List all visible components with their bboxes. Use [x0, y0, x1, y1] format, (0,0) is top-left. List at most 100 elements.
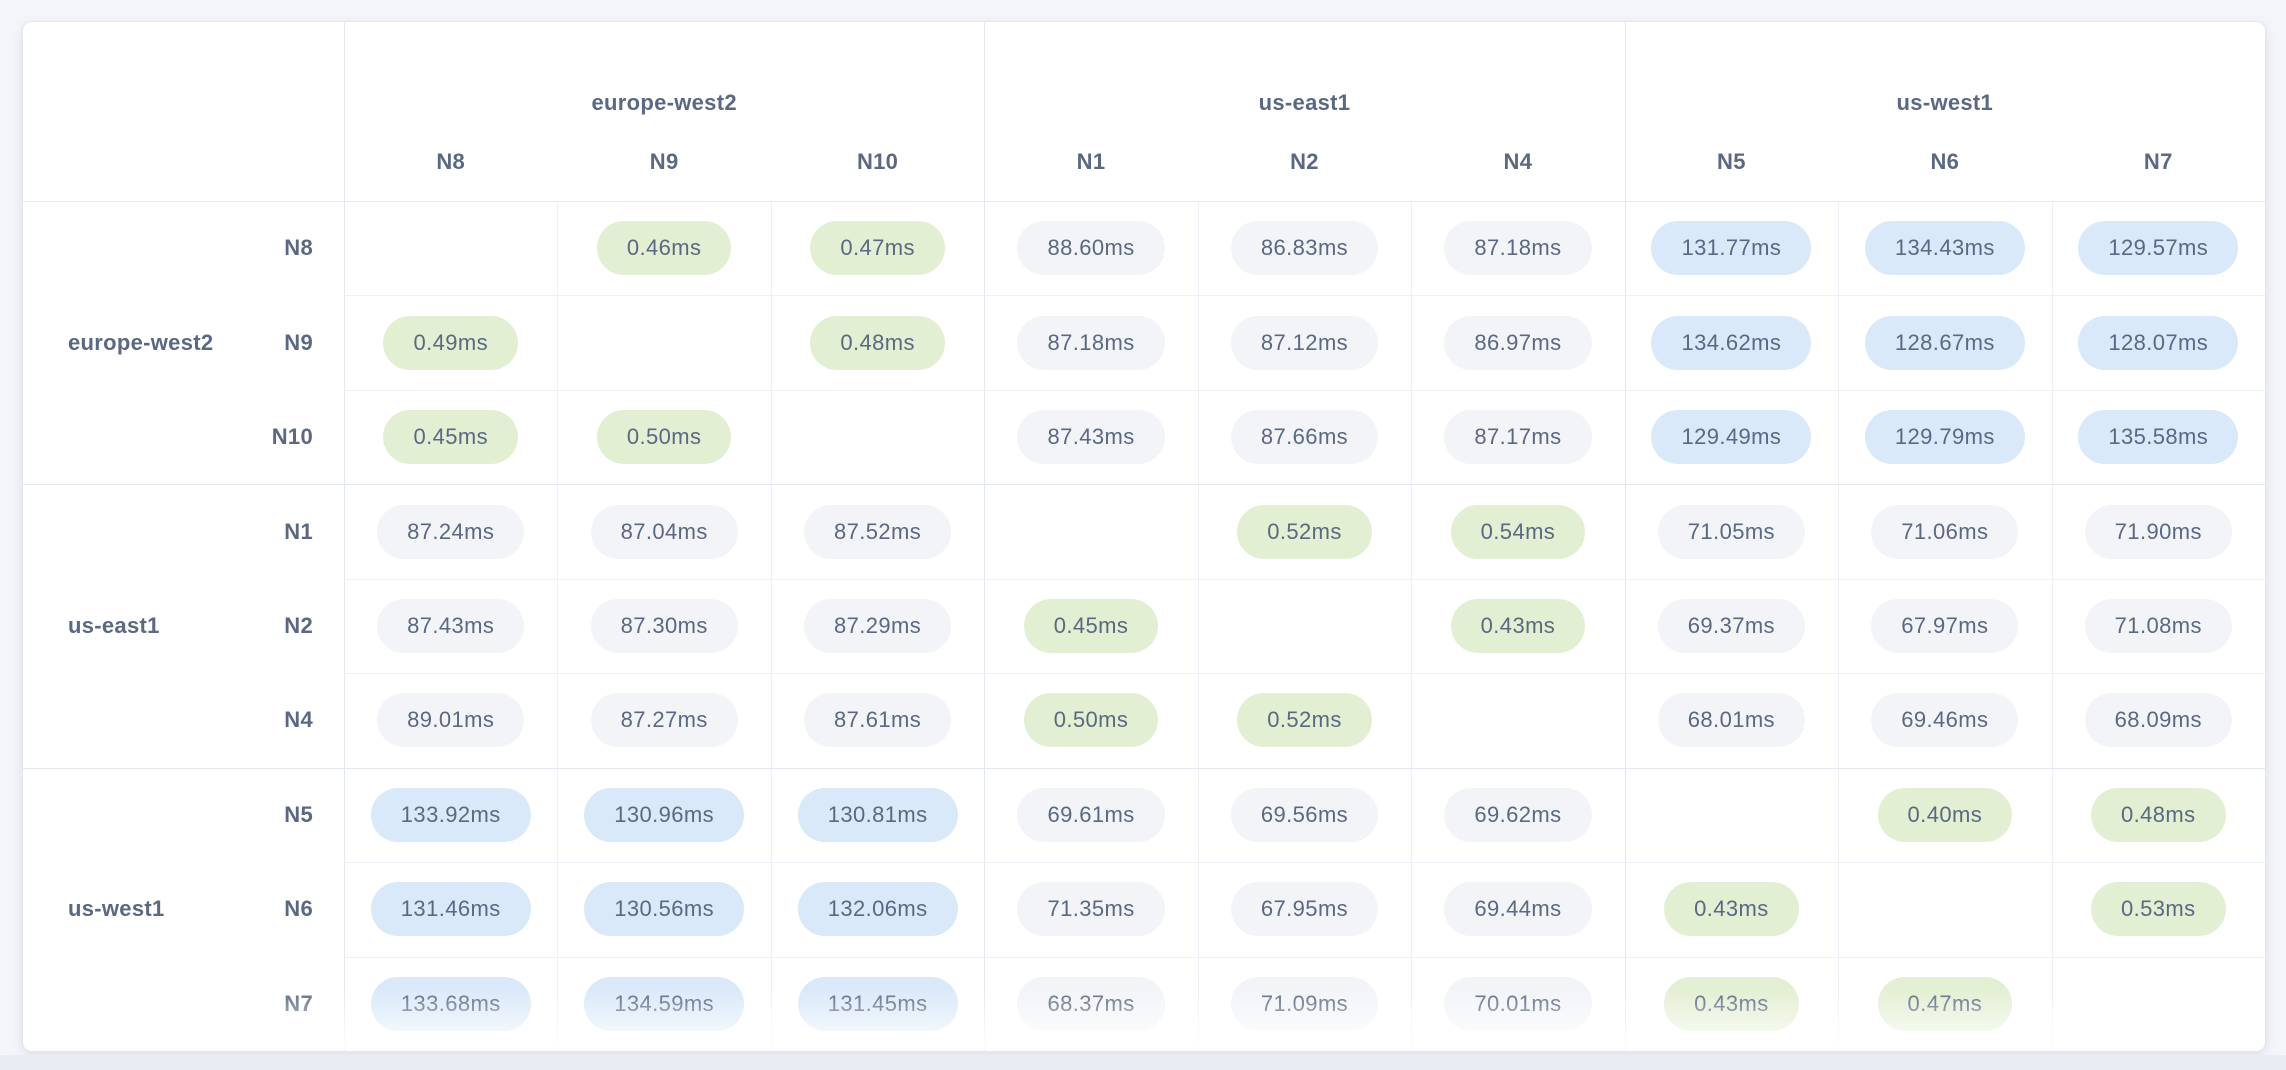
- latency-pill: 0.47ms: [810, 221, 945, 276]
- latency-pill: 134.59ms: [584, 976, 745, 1031]
- latency-pill: 89.01ms: [377, 693, 525, 748]
- latency-cell-N2-N10: 87.29ms: [771, 579, 984, 673]
- latency-pill: 69.44ms: [1444, 882, 1592, 937]
- latency-pill: 0.53ms: [2090, 882, 2226, 937]
- latency-cell-N8-N8: [344, 201, 557, 295]
- latency-pill: 71.08ms: [2084, 598, 2232, 653]
- latency-pill: 87.29ms: [804, 598, 952, 653]
- latency-pill: 0.46ms: [596, 221, 732, 276]
- latency-pill: 0.43ms: [1664, 882, 1799, 937]
- latency-pill: 130.56ms: [584, 882, 745, 937]
- latency-pill: 0.48ms: [2090, 787, 2226, 842]
- row-region-label: us-east1: [68, 612, 160, 638]
- column-header-N1: N1: [1076, 149, 1106, 174]
- latency-cell-N5-N8: 133.92ms: [344, 768, 557, 862]
- latency-pill: 0.45ms: [1023, 598, 1159, 653]
- latency-cell-N6-N4: 69.44ms: [1411, 862, 1624, 956]
- latency-pill: 129.49ms: [1651, 410, 1812, 465]
- latency-pill: 71.05ms: [1657, 504, 1805, 559]
- latency-pill: 87.04ms: [590, 504, 738, 559]
- latency-pill: 0.52ms: [1237, 693, 1372, 748]
- latency-pill: 0.43ms: [1450, 598, 1586, 653]
- latency-pill: 128.07ms: [2078, 315, 2239, 370]
- row-header-N9: N9: [284, 329, 313, 355]
- latency-matrix-card: europe-west2 N8 N9 N10 us-east1 N1 N2 N4 us-west…: [22, 21, 2266, 1052]
- latency-cell-N2-N9: 87.30ms: [557, 579, 770, 673]
- column-header-N2: N2: [1290, 149, 1319, 174]
- latency-cell-N4-N4: [1411, 673, 1624, 767]
- latency-pill: 128.67ms: [1864, 315, 2025, 370]
- latency-cell-N5-N5: [1625, 768, 1838, 862]
- row-header-N2: N2: [284, 612, 313, 638]
- latency-cell-N6-N2: 67.95ms: [1198, 862, 1411, 956]
- latency-pill: 0.40ms: [1877, 787, 2013, 842]
- latency-cell-N9-N5: 134.62ms: [1625, 295, 1838, 389]
- latency-pill: 130.96ms: [584, 787, 745, 842]
- latency-pill: 67.95ms: [1230, 882, 1379, 937]
- latency-pill: 132.06ms: [797, 882, 958, 937]
- latency-cell-N9-N1: 87.18ms: [984, 295, 1197, 389]
- latency-cell-N8-N9: 0.46ms: [557, 201, 770, 295]
- column-header-N4: N4: [1503, 149, 1533, 174]
- row-header-N10: N10: [271, 424, 313, 450]
- latency-pill: 133.68ms: [370, 976, 531, 1031]
- row-header-N5: N5: [284, 801, 313, 827]
- latency-cell-N6-N5: 0.43ms: [1625, 862, 1838, 956]
- latency-cell-N10-N2: 87.66ms: [1198, 390, 1411, 484]
- latency-cell-N5-N2: 69.56ms: [1198, 768, 1411, 862]
- latency-pill: 131.45ms: [797, 976, 958, 1031]
- latency-pill: 0.50ms: [1023, 693, 1159, 748]
- latency-pill: 87.43ms: [377, 598, 525, 653]
- latency-pill: 87.24ms: [377, 504, 525, 559]
- latency-cell-N6-N8: 131.46ms: [344, 862, 557, 956]
- latency-cell-N10-N10: [771, 390, 984, 484]
- latency-cell-N1-N6: 71.06ms: [1838, 484, 2051, 578]
- latency-cell-N2-N6: 67.97ms: [1838, 579, 2051, 673]
- latency-pill: 71.06ms: [1871, 504, 2019, 559]
- column-group-header-us-west1: us-west1 N5 N6 N7: [1625, 22, 2265, 201]
- latency-cell-N9-N10: 0.48ms: [771, 295, 984, 389]
- latency-cell-N2-N4: 0.43ms: [1411, 579, 1624, 673]
- horizontal-scrollbar-track[interactable]: [0, 1055, 2286, 1070]
- row-header-N4: N4: [284, 707, 313, 733]
- latency-pill: 0.45ms: [383, 410, 518, 465]
- latency-pill: 134.43ms: [1864, 221, 2025, 276]
- row-header-N6: N6: [284, 896, 313, 922]
- latency-cell-N6-N6: [1838, 862, 2051, 956]
- latency-pill: 87.18ms: [1017, 315, 1165, 370]
- column-region-label: us-east1: [1258, 90, 1351, 115]
- latency-pill: 68.01ms: [1657, 693, 1805, 748]
- latency-pill: 69.37ms: [1657, 598, 1805, 653]
- row-region-label: us-west1: [68, 896, 165, 922]
- latency-pill: 69.62ms: [1444, 787, 1592, 842]
- column-header-N5: N5: [1717, 149, 1746, 174]
- latency-pill: 70.01ms: [1444, 976, 1592, 1031]
- latency-cell-N9-N8: 0.49ms: [344, 295, 557, 389]
- latency-cell-N5-N6: 0.40ms: [1838, 768, 2051, 862]
- latency-pill: 0.50ms: [596, 410, 732, 465]
- latency-cell-N4-N6: 69.46ms: [1838, 673, 2051, 767]
- latency-cell-N9-N2: 87.12ms: [1198, 295, 1411, 389]
- latency-pill: 87.30ms: [590, 598, 738, 653]
- latency-cell-N6-N9: 130.56ms: [557, 862, 770, 956]
- column-header-N6: N6: [1930, 149, 1960, 174]
- latency-cell-N7-N10: 131.45ms: [771, 957, 984, 1051]
- latency-cell-N8-N4: 87.18ms: [1411, 201, 1624, 295]
- latency-pill: 131.46ms: [370, 882, 531, 937]
- latency-cell-N4-N9: 87.27ms: [557, 673, 770, 767]
- latency-pill: 0.49ms: [383, 315, 518, 370]
- latency-cell-N5-N9: 130.96ms: [557, 768, 770, 862]
- latency-pill: 87.17ms: [1444, 410, 1592, 465]
- latency-pill: 130.81ms: [797, 787, 958, 842]
- latency-cell-N10-N6: 129.79ms: [1838, 390, 2051, 484]
- latency-cell-N2-N7: 71.08ms: [2052, 579, 2265, 673]
- latency-cell-N2-N5: 69.37ms: [1625, 579, 1838, 673]
- latency-pill: 88.60ms: [1017, 221, 1165, 276]
- latency-cell-N8-N1: 88.60ms: [984, 201, 1197, 295]
- latency-pill: 0.52ms: [1237, 504, 1372, 559]
- latency-cell-N1-N7: 71.90ms: [2052, 484, 2265, 578]
- latency-pill: 135.58ms: [2078, 410, 2239, 465]
- latency-cell-N9-N4: 86.97ms: [1411, 295, 1624, 389]
- latency-pill: 87.66ms: [1230, 410, 1379, 465]
- row-header-N7: N7: [284, 990, 313, 1016]
